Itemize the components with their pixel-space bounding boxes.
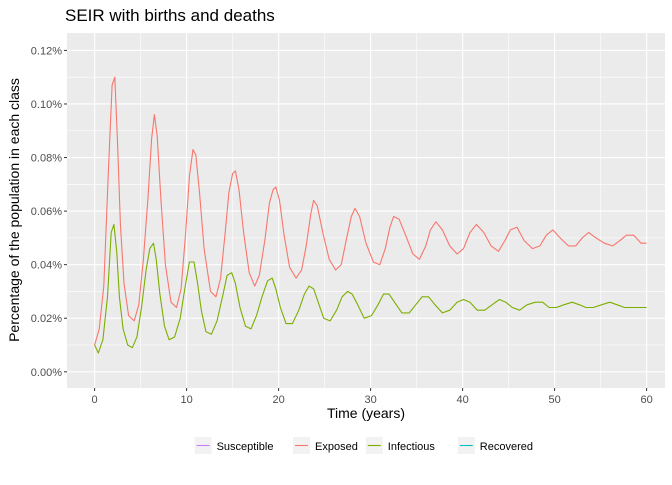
y-tick-label: 0.08% xyxy=(31,153,62,165)
x-tick-label: 10 xyxy=(180,394,192,406)
legend-label-susceptible: Susceptible xyxy=(217,441,274,453)
series-lines xyxy=(94,76,647,354)
legend-key-exposed xyxy=(293,437,310,454)
legend-label-infectious: Infectious xyxy=(388,441,436,453)
legend: Susceptible Exposed Infectious Recovered xyxy=(194,437,533,454)
x-axis-label: Time (years) xyxy=(327,405,405,421)
y-axis-label: Percentage of the population in each cla… xyxy=(6,78,22,342)
plot-panel xyxy=(67,33,665,388)
legend-label-exposed: Exposed xyxy=(315,441,358,453)
legend-key-recovered xyxy=(457,437,475,454)
chart-title: SEIR with births and deaths xyxy=(65,6,275,25)
legend-label-recovered: Recovered xyxy=(480,441,533,453)
x-tick-label: 50 xyxy=(548,394,560,406)
series-line-infectious xyxy=(94,223,647,354)
x-axis: 0 10 20 30 40 50 60 xyxy=(92,388,653,406)
y-tick-label: 0.02% xyxy=(31,313,62,325)
y-tick-label: 0.10% xyxy=(31,99,62,111)
x-tick-label: 60 xyxy=(640,394,652,406)
minor-gridlines xyxy=(67,33,665,388)
y-axis: 0.00% 0.02% 0.04% 0.06% 0.08% 0.10% 0.12% xyxy=(31,45,67,379)
x-tick-label: 20 xyxy=(272,394,284,406)
x-tick-label: 40 xyxy=(456,394,468,406)
y-tick-label: 0.12% xyxy=(31,45,62,57)
x-tick-label: 30 xyxy=(364,394,376,406)
series-line-exposed xyxy=(94,76,647,346)
y-tick-label: 0.04% xyxy=(31,260,62,272)
y-tick-label: 0.06% xyxy=(31,206,62,218)
legend-key-infectious xyxy=(365,437,383,454)
x-tick-label: 0 xyxy=(92,394,98,406)
y-tick-label: 0.00% xyxy=(31,367,62,379)
legend-key-susceptible xyxy=(194,437,212,454)
